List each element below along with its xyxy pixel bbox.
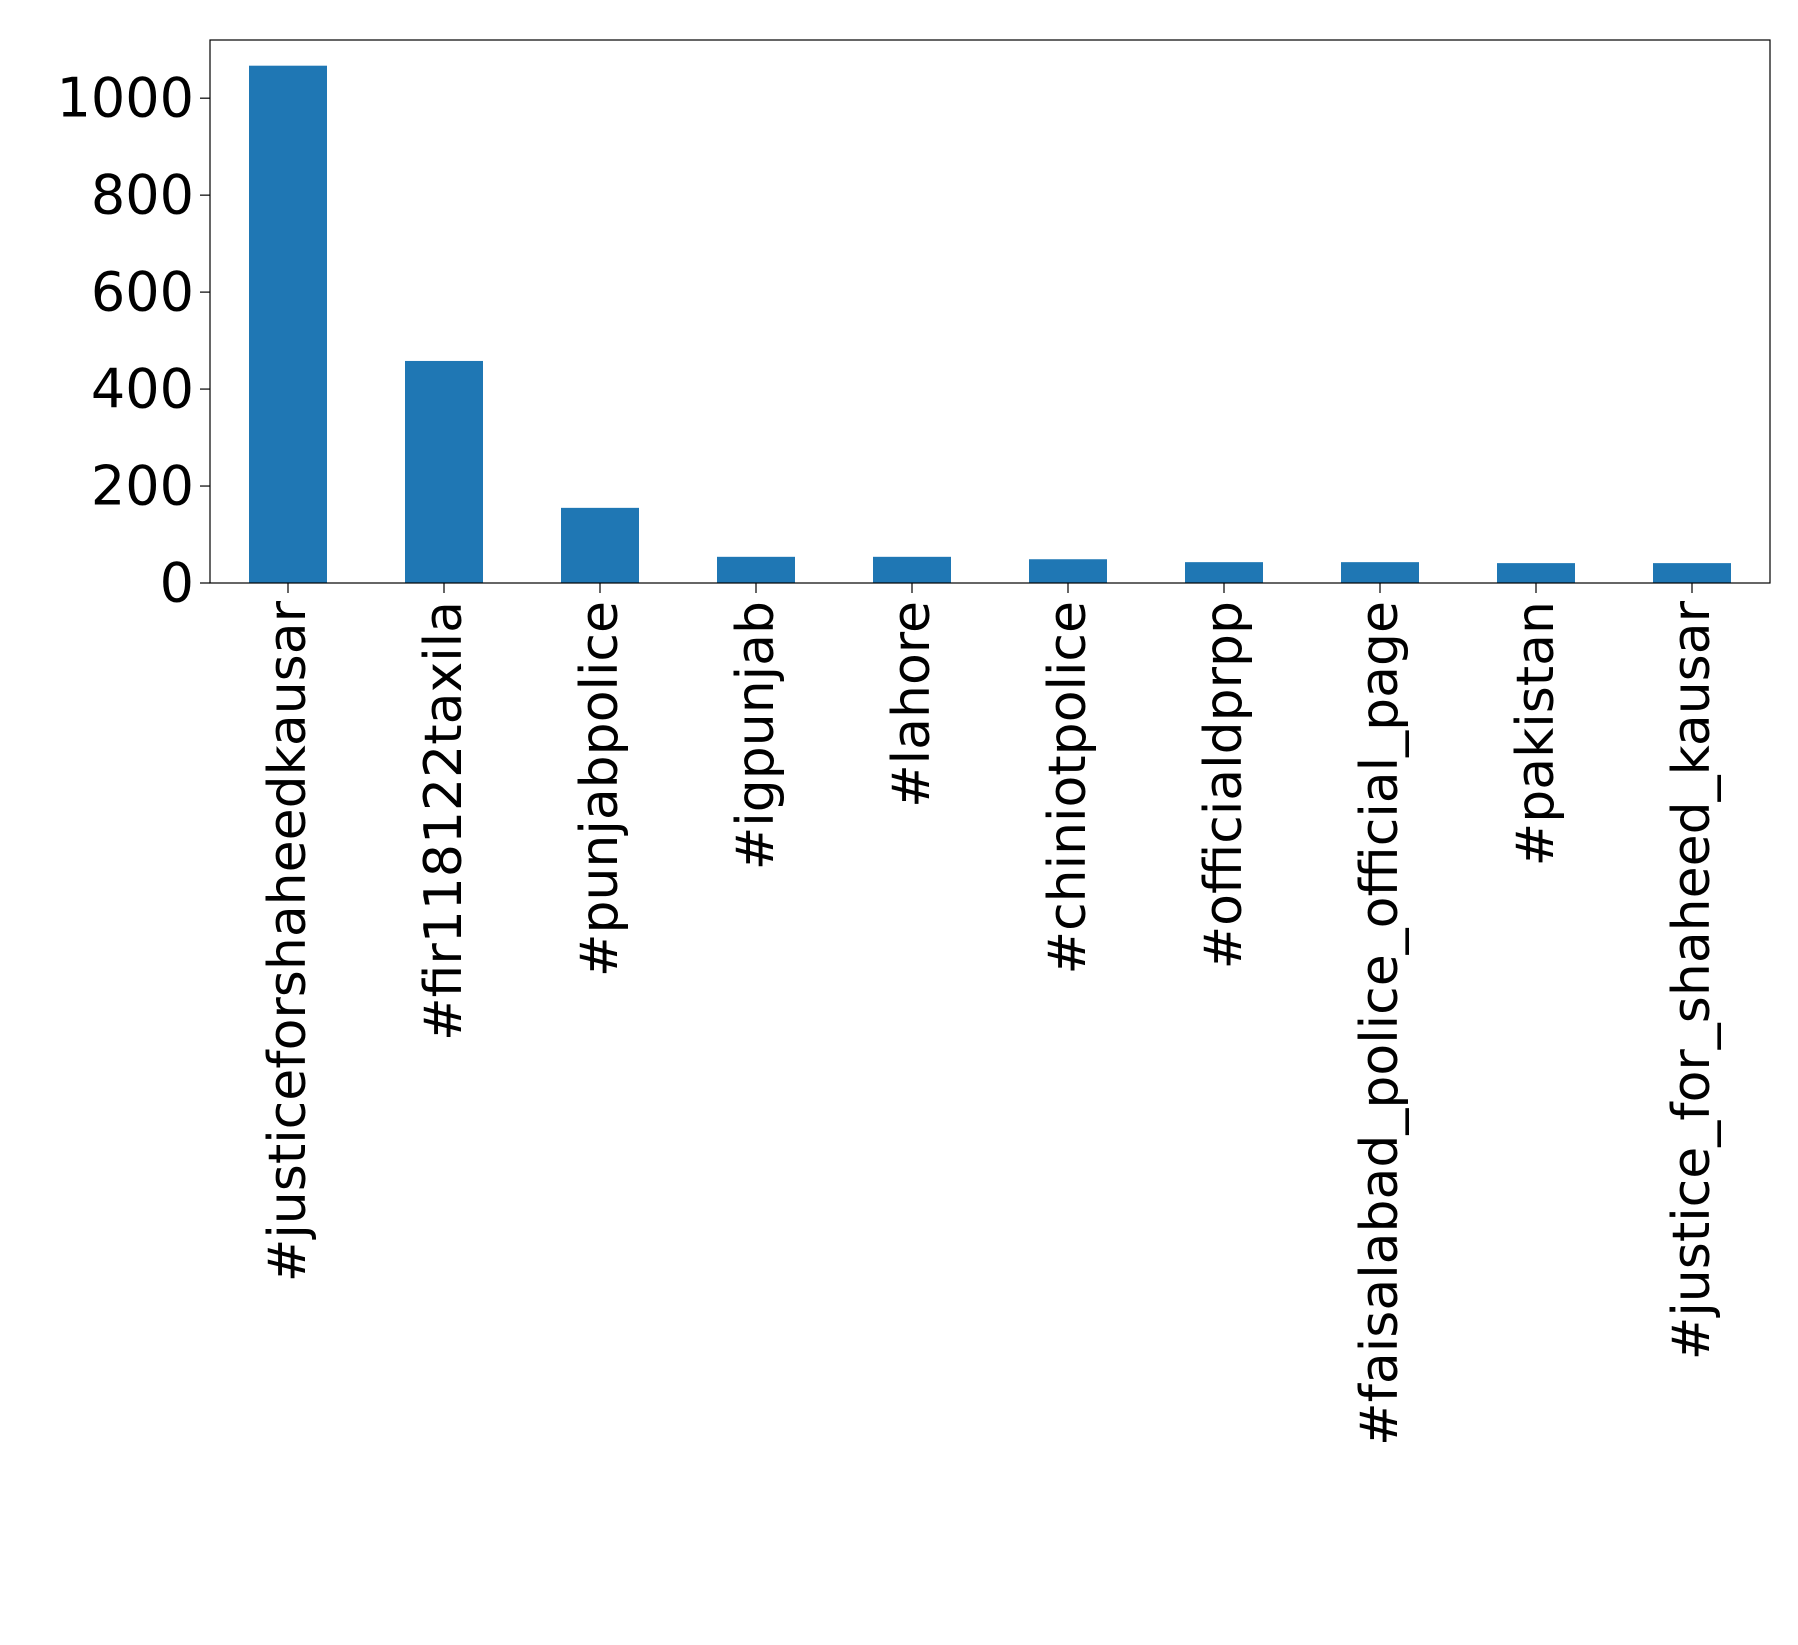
plot-frame: [209, 39, 1771, 584]
x-tick-label: #lahore: [882, 601, 942, 808]
y-axis: 0 200 400 600 800 1000: [57, 67, 210, 615]
x-tick-label: #justiceforshaheedkausar: [258, 600, 318, 1282]
x-tick-label: #officialdprpp: [1194, 601, 1254, 969]
x-axis: #justiceforshaheedkausar #fir118122taxila…: [258, 583, 1722, 1446]
bar-8: [1497, 563, 1575, 583]
y-tick-label: 600: [91, 261, 194, 324]
bar-1: [405, 360, 483, 583]
y-tick-label: 200: [91, 455, 194, 518]
bars-group: [249, 65, 1731, 583]
x-tick-label: #faisalabad_police_official_page: [1350, 601, 1410, 1446]
x-tick-label: #pakistan: [1506, 601, 1566, 866]
bar-7: [1341, 562, 1419, 583]
y-tick-label: 0: [160, 552, 194, 615]
x-tick-label: #justice_for_shaheed_kausar: [1662, 600, 1722, 1360]
bar-5: [1029, 559, 1107, 583]
bar-9: [1653, 563, 1731, 583]
bar-4: [873, 556, 951, 583]
bar-2: [561, 507, 639, 583]
y-tick-label: 400: [91, 358, 194, 421]
x-tick-label: #punjabpolice: [570, 601, 630, 977]
bar-0: [249, 65, 327, 583]
y-tick-label: 800: [91, 164, 194, 227]
y-tick-label: 1000: [57, 67, 194, 130]
bar-6: [1185, 562, 1263, 583]
x-tick-label: #fir118122taxila: [414, 601, 474, 1041]
x-tick-label: #chiniotpolice: [1038, 601, 1098, 974]
x-tick-label: #igpunjab: [726, 601, 786, 870]
bar-3: [717, 556, 795, 583]
